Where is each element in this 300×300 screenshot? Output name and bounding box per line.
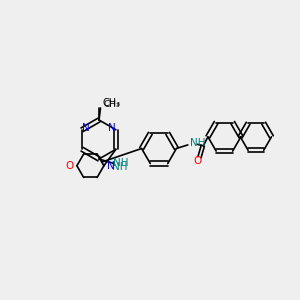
Text: NH: NH	[113, 158, 129, 168]
Text: N: N	[82, 123, 90, 133]
Text: O: O	[194, 156, 202, 166]
Text: N: N	[107, 161, 115, 171]
Text: CH₃: CH₃	[103, 100, 120, 109]
Text: O: O	[65, 161, 73, 171]
Text: NH: NH	[112, 162, 127, 172]
Text: N: N	[108, 123, 116, 133]
Text: CH₃: CH₃	[103, 98, 121, 109]
Text: NH: NH	[190, 137, 206, 148]
